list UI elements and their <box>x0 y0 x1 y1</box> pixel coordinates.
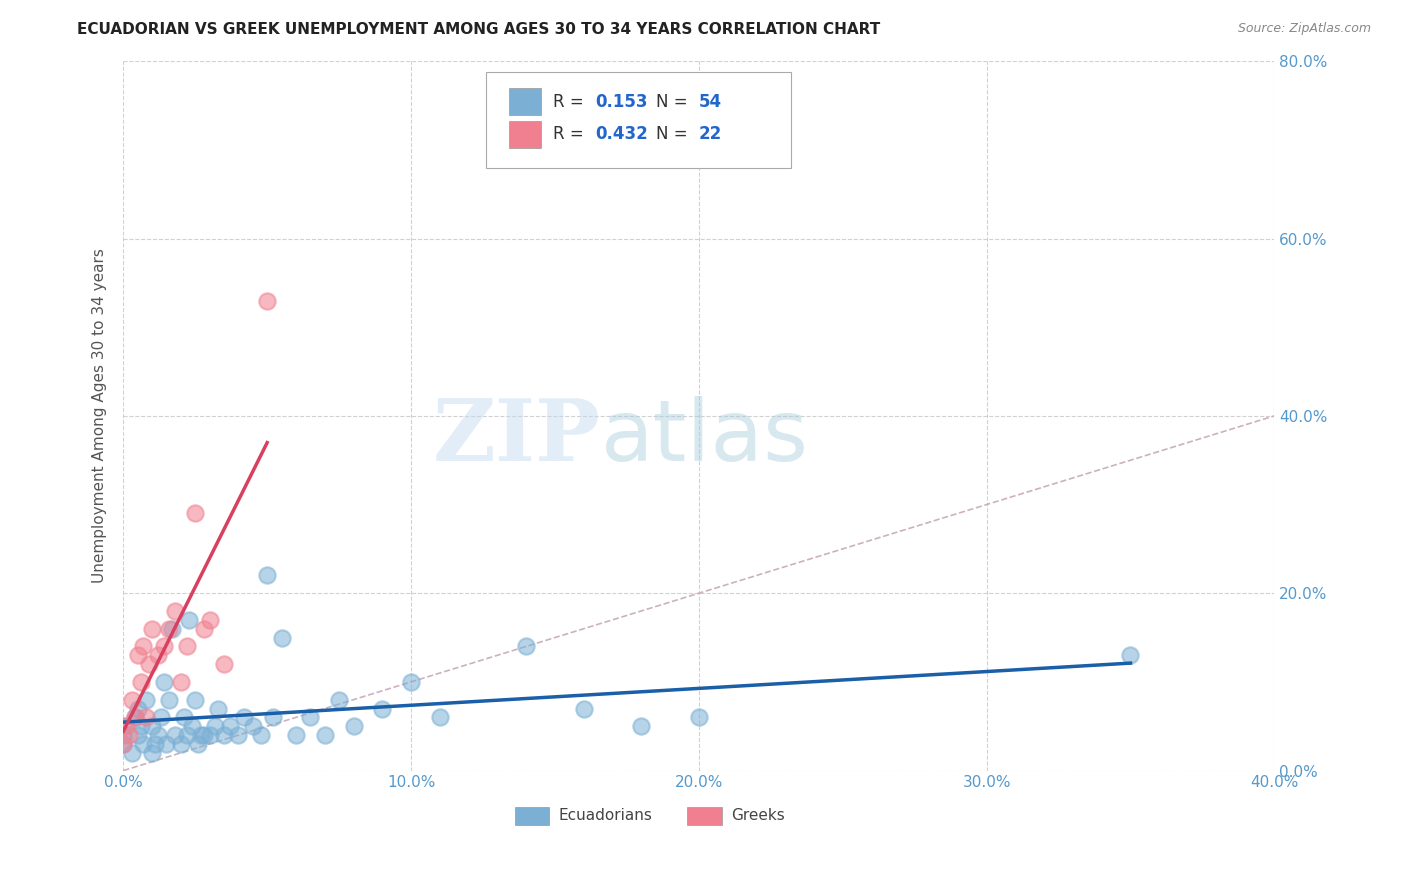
Point <box>187 737 209 751</box>
Point <box>124 710 146 724</box>
Point <box>157 692 180 706</box>
FancyBboxPatch shape <box>486 71 792 168</box>
Point <box>115 719 138 733</box>
Point <box>250 728 273 742</box>
Point <box>429 710 451 724</box>
Point <box>256 293 278 308</box>
Text: 0.153: 0.153 <box>595 93 648 111</box>
Point <box>630 719 652 733</box>
Point <box>135 710 157 724</box>
Point <box>170 737 193 751</box>
Point <box>127 728 149 742</box>
Point <box>299 710 322 724</box>
Text: Greeks: Greeks <box>731 808 785 822</box>
Point <box>138 657 160 672</box>
Point <box>207 701 229 715</box>
FancyBboxPatch shape <box>515 807 550 825</box>
Point <box>146 648 169 663</box>
Point <box>688 710 710 724</box>
Point <box>256 568 278 582</box>
Text: atlas: atlas <box>600 396 808 479</box>
FancyBboxPatch shape <box>509 120 541 148</box>
Point <box>112 737 135 751</box>
Point <box>135 692 157 706</box>
Text: 54: 54 <box>699 93 721 111</box>
Point <box>184 692 207 706</box>
Point <box>399 674 422 689</box>
Point <box>127 648 149 663</box>
Point <box>193 622 215 636</box>
Point <box>152 674 174 689</box>
Point <box>129 674 152 689</box>
Point <box>129 719 152 733</box>
Point <box>314 728 336 742</box>
Text: Source: ZipAtlas.com: Source: ZipAtlas.com <box>1237 22 1371 36</box>
Point <box>170 674 193 689</box>
Point <box>121 692 143 706</box>
Point <box>121 746 143 760</box>
Point <box>179 613 201 627</box>
Point <box>132 640 155 654</box>
Point <box>515 640 537 654</box>
Point <box>124 710 146 724</box>
Point <box>328 692 350 706</box>
Point <box>198 613 221 627</box>
Point <box>193 728 215 742</box>
Text: ECUADORIAN VS GREEK UNEMPLOYMENT AMONG AGES 30 TO 34 YEARS CORRELATION CHART: ECUADORIAN VS GREEK UNEMPLOYMENT AMONG A… <box>77 22 880 37</box>
Text: N =: N = <box>657 93 693 111</box>
Text: 0.432: 0.432 <box>595 125 648 144</box>
Point <box>572 701 595 715</box>
Text: R =: R = <box>553 93 589 111</box>
Point <box>112 737 135 751</box>
Point <box>155 737 177 751</box>
Text: N =: N = <box>657 125 693 144</box>
FancyBboxPatch shape <box>509 88 541 115</box>
Point <box>112 728 135 742</box>
Point <box>212 657 235 672</box>
Point <box>157 622 180 636</box>
Point <box>112 719 135 733</box>
Point <box>270 631 292 645</box>
Point <box>233 710 256 724</box>
Point <box>184 507 207 521</box>
Point <box>204 719 226 733</box>
Point <box>262 710 284 724</box>
Point <box>176 728 198 742</box>
Point <box>228 728 250 742</box>
Point <box>190 728 212 742</box>
Point <box>342 719 364 733</box>
Point <box>127 701 149 715</box>
Point <box>143 737 166 751</box>
Y-axis label: Unemployment Among Ages 30 to 34 years: Unemployment Among Ages 30 to 34 years <box>93 249 107 583</box>
Point <box>1119 648 1142 663</box>
Point <box>218 719 240 733</box>
Point <box>141 622 163 636</box>
Point <box>176 640 198 654</box>
FancyBboxPatch shape <box>688 807 721 825</box>
Point <box>141 746 163 760</box>
Point <box>173 710 195 724</box>
Point <box>198 728 221 742</box>
Text: Ecuadorians: Ecuadorians <box>558 808 652 822</box>
Point <box>149 710 172 724</box>
Point <box>165 604 187 618</box>
Point <box>212 728 235 742</box>
Point <box>118 728 141 742</box>
Point <box>371 701 394 715</box>
Text: R =: R = <box>553 125 589 144</box>
Point <box>152 640 174 654</box>
Text: ZIP: ZIP <box>433 395 600 479</box>
Point <box>141 719 163 733</box>
Point <box>242 719 264 733</box>
Point <box>160 622 183 636</box>
Point <box>284 728 307 742</box>
Point <box>146 728 169 742</box>
Point <box>132 737 155 751</box>
Point <box>165 728 187 742</box>
Point <box>181 719 204 733</box>
Text: 22: 22 <box>699 125 723 144</box>
